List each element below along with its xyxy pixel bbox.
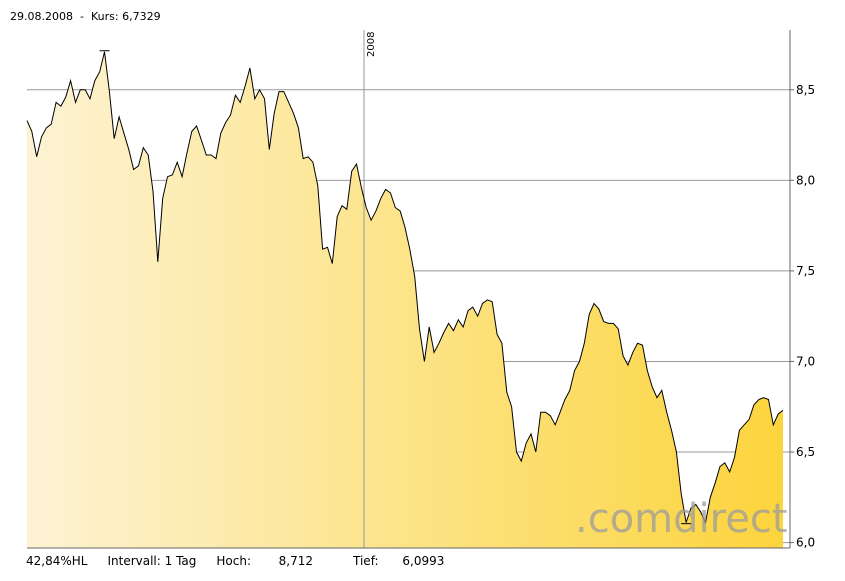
y-tick-label: 7,5 — [796, 264, 815, 278]
header-separator: - — [79, 10, 84, 23]
footer-interval: Intervall: 1 Tag — [107, 554, 197, 568]
price-line — [26, 51, 784, 525]
footer-tief: Tief: 6,0993 — [353, 554, 464, 568]
footer-hoch-label: Hoch: — [216, 554, 252, 568]
y-tick-label: 6,0 — [796, 536, 815, 550]
footer-hoch-value: 8,712 — [278, 554, 314, 568]
y-tick-label: 6,5 — [796, 445, 815, 459]
y-axis-ticks: 8,5 8,0 7,5 7,0 6,5 6,0 — [790, 83, 815, 550]
chart-footer: 42,84%HL Intervall: 1 Tag Hoch: 8,712 Tief:… — [26, 554, 484, 568]
y-tick-label: 8,0 — [796, 173, 815, 187]
high-low-markers — [99, 50, 692, 525]
header-date: 29.08.2008 — [10, 10, 73, 23]
chart-header: 29.08.2008 - Kurs: 6,7329 — [10, 10, 161, 23]
footer-tief-label: Tief: — [353, 554, 379, 568]
footer-tief-value: 6,0993 — [402, 554, 445, 568]
year-marker-label: 2008 — [366, 32, 377, 57]
header-kurs-label: Kurs: — [90, 10, 119, 23]
footer-hoch: Hoch: 8,712 — [216, 554, 333, 568]
y-tick-label: 8,5 — [796, 83, 815, 97]
y-tick-label: 7,0 — [796, 354, 815, 368]
header-kurs-value: 6,7329 — [122, 10, 161, 23]
price-area — [27, 51, 783, 548]
footer-hl: 42,84%HL — [26, 554, 88, 568]
comdirect-watermark: .comdirect — [575, 496, 788, 542]
